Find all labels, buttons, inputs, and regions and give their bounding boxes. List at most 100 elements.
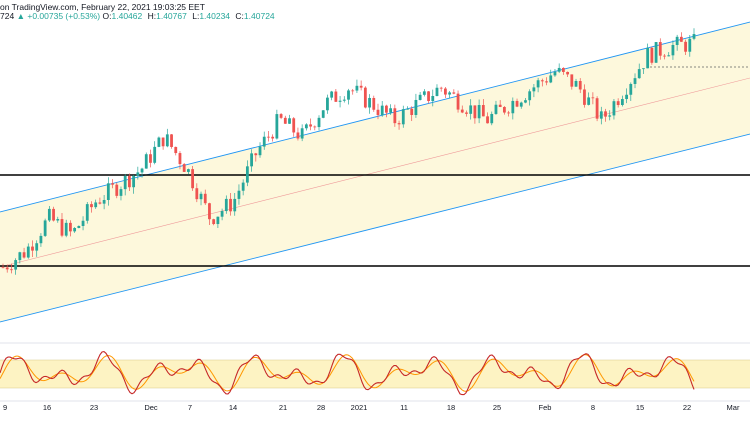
channel-lower-line[interactable] — [0, 133, 750, 323]
candle-body — [326, 97, 329, 111]
high-value: 1.40767 — [156, 11, 187, 21]
candle-body — [267, 136, 270, 138]
candle-body — [549, 75, 553, 83]
candle-body — [545, 81, 548, 83]
candle-body — [418, 94, 422, 100]
candle-body — [39, 235, 43, 244]
candle-body — [229, 198, 232, 212]
candle-body — [250, 153, 253, 167]
x-tick-label: 11 — [400, 403, 408, 412]
open-label: O: — [102, 11, 112, 21]
stochastic-k-line — [0, 351, 695, 396]
up-arrow-icon: ▲ — [16, 11, 25, 21]
candle-body — [47, 208, 51, 221]
candle-body — [212, 219, 216, 225]
candle-body — [393, 108, 397, 124]
candle-body — [309, 124, 312, 127]
chart-header-title: on TradingView.com, February 22, 2021 19… — [0, 2, 205, 12]
close-value: 1.40724 — [243, 11, 275, 21]
candle-body — [170, 134, 173, 147]
candle-body — [81, 220, 85, 226]
candle-body — [73, 227, 77, 232]
x-tick-label: Mar — [727, 403, 740, 412]
candle-body — [616, 101, 620, 106]
candle-body — [515, 100, 519, 107]
candle-body — [566, 71, 569, 75]
candle-body — [220, 211, 224, 217]
candle-body — [64, 222, 68, 236]
candle-body — [317, 117, 321, 128]
candle-body — [667, 55, 671, 57]
candle-body — [490, 113, 494, 124]
x-tick-label: 9 — [3, 403, 7, 412]
candle-body — [553, 71, 557, 76]
candle-body — [69, 222, 72, 232]
candle-body — [376, 109, 380, 116]
candle-body — [283, 117, 287, 124]
candle-series — [1, 28, 696, 275]
open-value: 1.40462 — [111, 11, 143, 21]
candle-body — [494, 104, 498, 114]
candle-body — [144, 154, 148, 169]
price-change: +0.00735 (+0.53%) — [27, 11, 101, 21]
candle-body — [258, 146, 262, 156]
candle-body — [119, 189, 123, 196]
candle-body — [481, 105, 485, 117]
candle-body — [128, 175, 131, 188]
candle-body — [646, 47, 650, 69]
low-value: 1.40234 — [199, 11, 231, 21]
candle-body — [578, 81, 582, 90]
x-tick-label: 18 — [447, 403, 455, 412]
candle-body — [460, 109, 464, 113]
candle-body — [561, 67, 565, 72]
candle-body — [465, 112, 468, 114]
candle-body — [469, 105, 473, 114]
candle-body — [153, 146, 157, 163]
candle-body — [688, 38, 692, 52]
candle-body — [519, 102, 523, 107]
candle-body — [599, 111, 603, 119]
candle-body — [595, 98, 599, 119]
candle-body — [334, 91, 338, 102]
candle-body — [625, 94, 628, 100]
candle-body — [620, 99, 624, 106]
candle-body — [271, 136, 275, 139]
x-tick-label: 2021 — [351, 403, 368, 412]
time-axis: 9 16 23 Dec 7 14 21 28 2021 11 18 25 Feb 8 15 22 Mar — [3, 403, 740, 412]
ascending-channel-fill — [0, 22, 750, 322]
candle-body — [410, 108, 414, 115]
candle-body — [60, 219, 64, 236]
candle-body — [511, 100, 515, 114]
candle-body — [486, 116, 489, 124]
candle-body — [288, 118, 291, 124]
candle-body — [330, 91, 334, 98]
candle-body — [224, 198, 228, 212]
candle-body — [385, 105, 388, 113]
candle-body — [208, 203, 211, 220]
candle-body — [692, 34, 696, 39]
candle-body — [528, 91, 532, 101]
candle-body — [422, 91, 426, 95]
candle-body — [540, 80, 544, 82]
candle-body — [237, 190, 241, 199]
candle-body — [85, 204, 89, 221]
last-price-fragment: 724 — [0, 11, 15, 21]
candle-body — [98, 202, 102, 204]
x-tick-label: 7 — [188, 403, 192, 412]
candle-body — [195, 188, 199, 200]
candle-body — [536, 80, 540, 88]
x-tick-label: 22 — [683, 403, 691, 412]
candle-body — [174, 146, 178, 154]
candle-body — [477, 105, 481, 119]
candle-body — [321, 110, 325, 118]
candle-body — [435, 87, 439, 97]
candle-body — [473, 105, 477, 119]
candle-body — [498, 104, 502, 107]
candle-body — [629, 83, 633, 95]
candle-body — [663, 55, 666, 57]
candle-body — [524, 100, 527, 103]
candle-body — [642, 68, 645, 70]
x-tick-label: Feb — [539, 403, 552, 412]
x-tick-label: 21 — [279, 403, 287, 412]
